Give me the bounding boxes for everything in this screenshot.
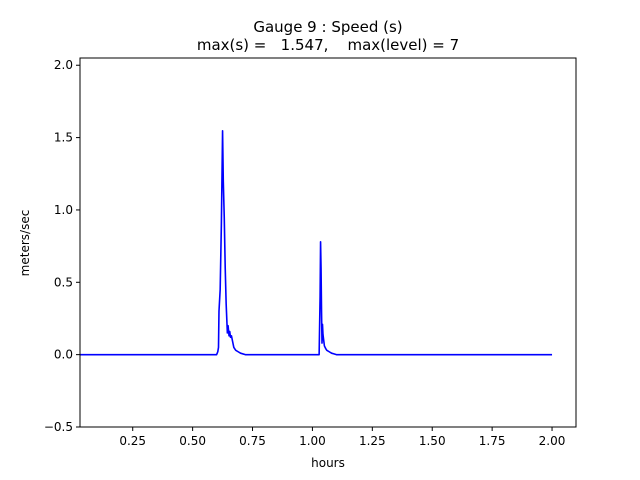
plot-area: 0.25 0.50 0.75 1.00 1.25 1.50 1.75 2.00 −0.5 0.0… <box>44 57 577 448</box>
x-tick-label: 1.25 <box>359 434 386 448</box>
y-tick-label: 0.0 <box>54 348 73 362</box>
chart-title: Gauge 9 : Speed (s) <box>253 18 402 36</box>
series-line-1 <box>80 129 553 356</box>
x-tick-label: 1.50 <box>419 434 446 448</box>
x-tick-label: 0.25 <box>119 434 146 448</box>
x-tick-label: 1.75 <box>479 434 506 448</box>
x-tick-label: 2.00 <box>539 434 566 448</box>
chart-subtitle: max(s) = 1.547, max(level) = 7 <box>197 36 459 54</box>
y-tick-label: 1.5 <box>54 131 73 145</box>
y-axis-label: meters/sec <box>18 210 32 277</box>
x-axis-label: hours <box>311 456 345 470</box>
x-tick-label: 0.50 <box>179 434 206 448</box>
y-tick-label: 2.0 <box>54 58 73 72</box>
x-tick-label: 1.00 <box>299 434 326 448</box>
y-tick-label: 1.0 <box>54 203 73 217</box>
axes-frame <box>79 57 577 428</box>
y-tick-label: 0.5 <box>54 275 73 289</box>
x-tick-label: 0.75 <box>239 434 266 448</box>
y-tick-label: −0.5 <box>44 420 73 434</box>
